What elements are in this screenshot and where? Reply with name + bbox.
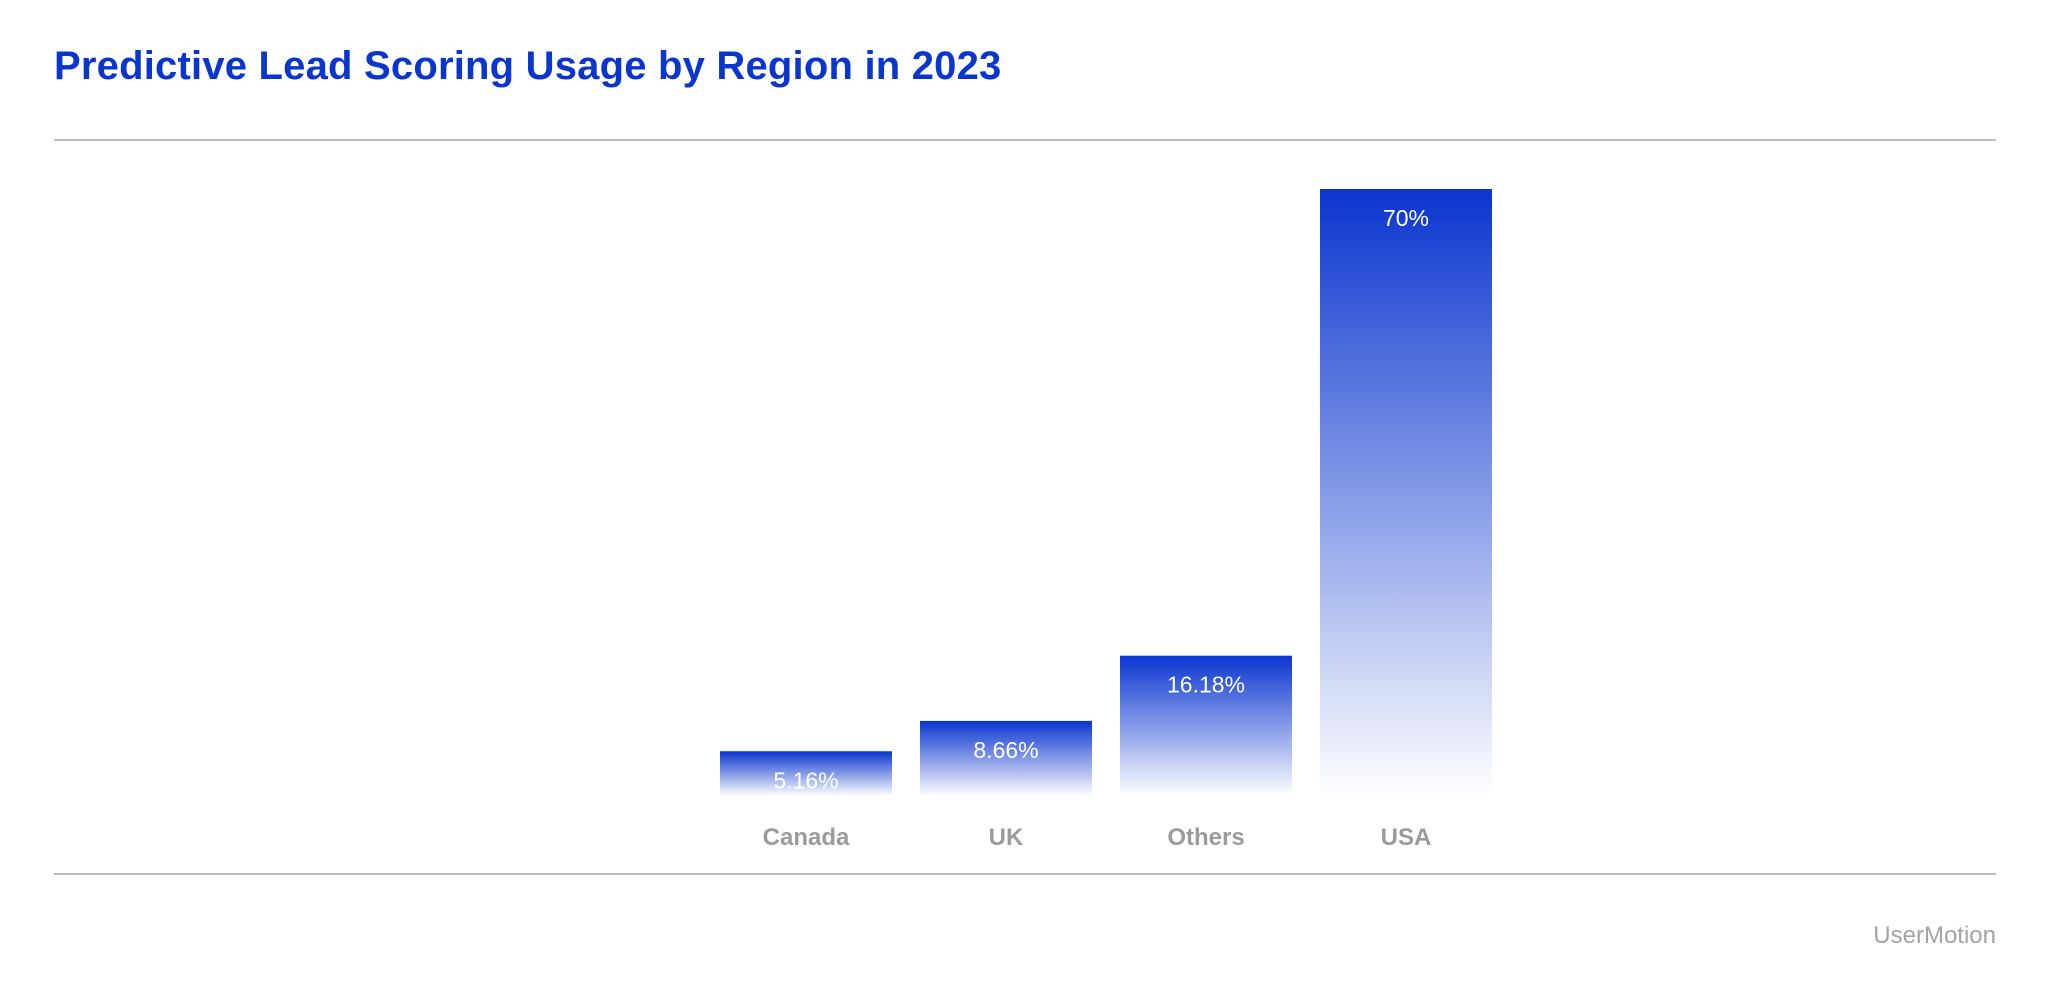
value-label-others: 16.18% xyxy=(1167,672,1245,698)
brand-watermark: UserMotion xyxy=(1873,922,1996,949)
chart-title: Predictive Lead Scoring Usage by Region … xyxy=(54,44,1002,88)
value-label-usa: 70% xyxy=(1383,205,1429,231)
bars-group xyxy=(720,189,1492,796)
category-label-others: Others xyxy=(1167,824,1244,851)
value-label-uk: 8.66% xyxy=(973,737,1038,763)
bar-others xyxy=(1120,655,1292,796)
top-divider xyxy=(54,139,1996,141)
bar-usa xyxy=(1320,189,1492,796)
bottom-divider xyxy=(54,873,1996,875)
value-labels-group: 5.16% 8.66% 16.18% 70% xyxy=(773,205,1429,793)
category-labels-group: Canada UK Others USA xyxy=(763,824,1432,851)
category-label-usa: USA xyxy=(1381,824,1432,851)
value-label-canada: 5.16% xyxy=(773,767,838,793)
bar-uk xyxy=(920,720,1092,796)
category-label-uk: UK xyxy=(989,824,1024,851)
bar-canada xyxy=(720,751,892,796)
category-label-canada: Canada xyxy=(763,824,850,851)
